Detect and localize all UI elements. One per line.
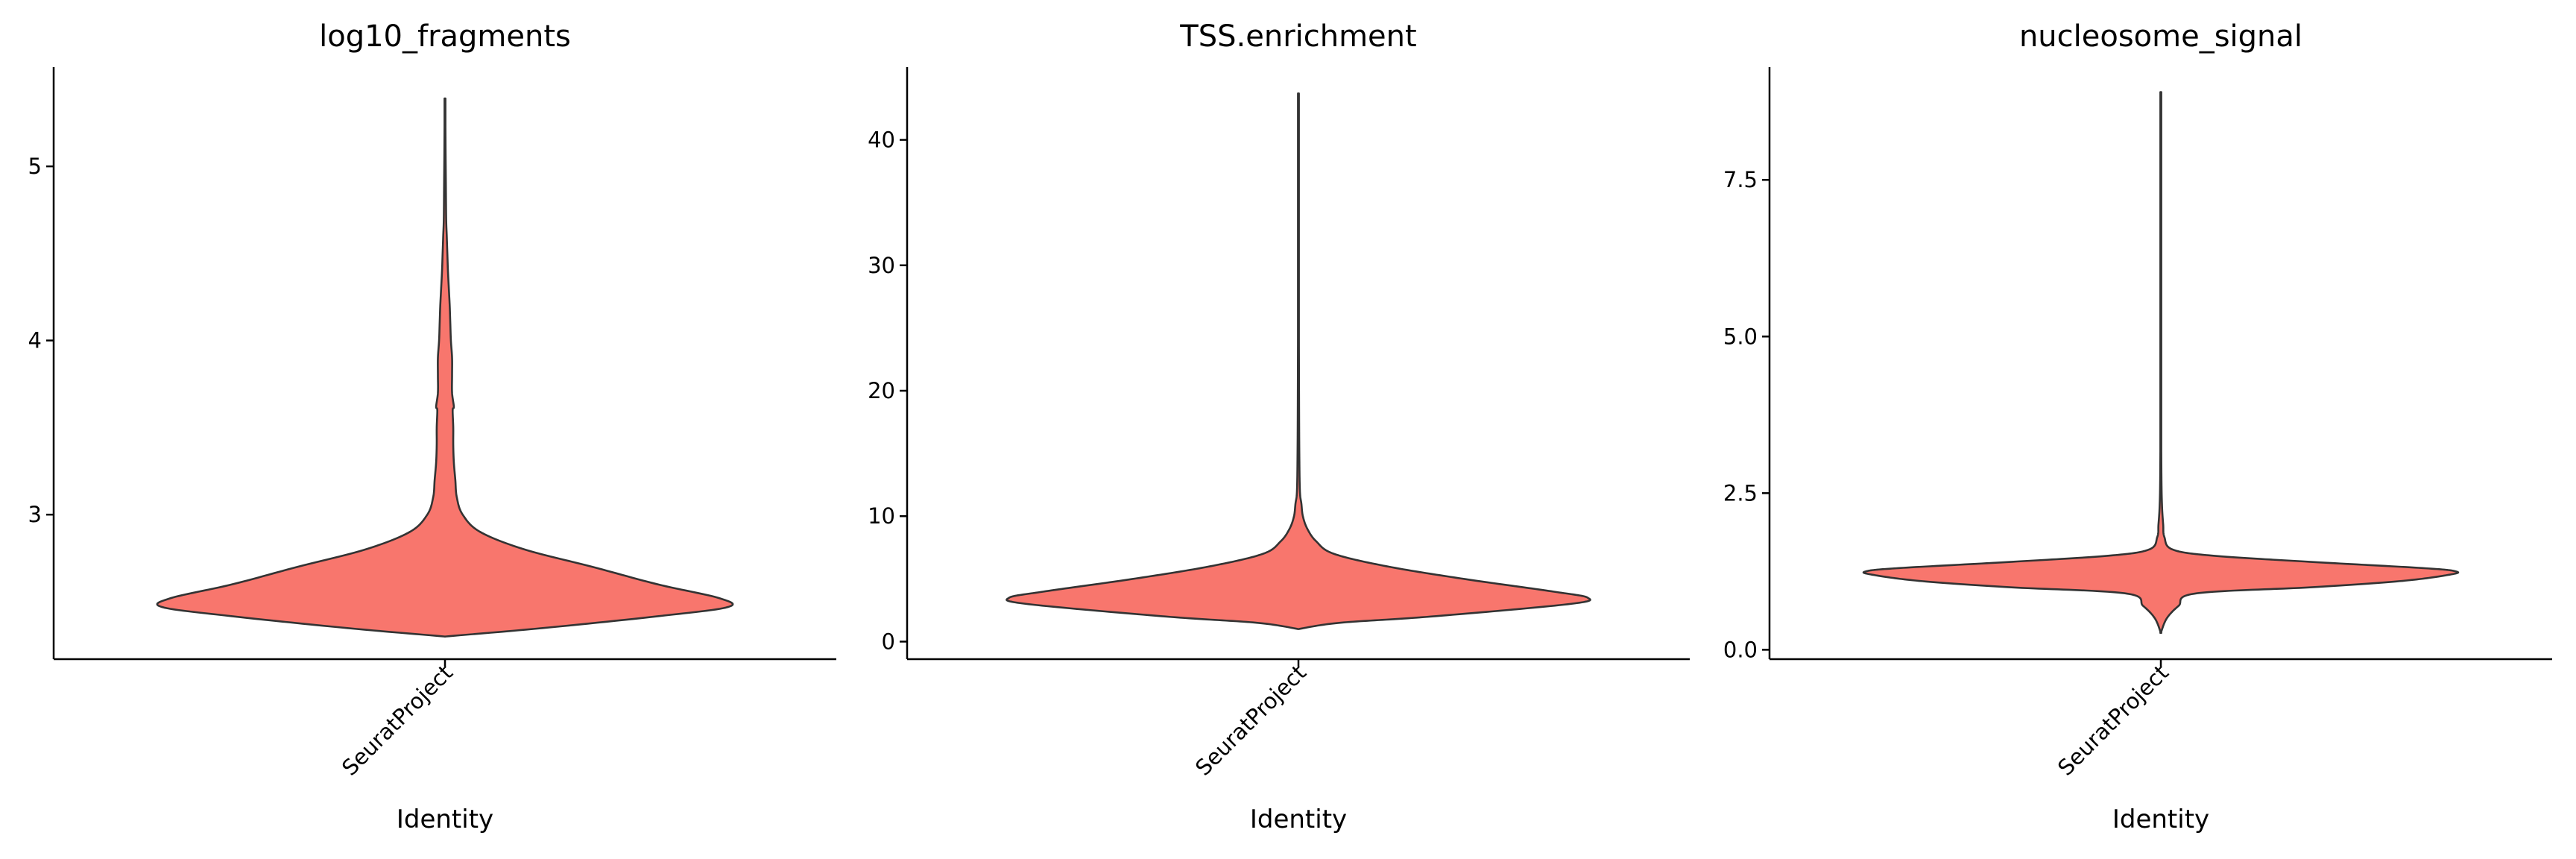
y-tick-label: 0 xyxy=(882,629,895,654)
x-tick-label: SeuratProject xyxy=(1190,660,1311,781)
y-tick-label: 5.0 xyxy=(1723,324,1758,349)
y-tick-label: 5 xyxy=(28,154,42,179)
x-tick-label: SeuratProject xyxy=(2053,660,2174,781)
panel-3: nucleosome_signal 0.0 2.5 5.0 7.5 SeuratProje… xyxy=(1723,19,2552,834)
x-axis-title: Identity xyxy=(397,805,493,834)
violin-SeuratProject xyxy=(156,97,734,638)
violin-SeuratProject xyxy=(1006,92,1591,630)
panel-title: TSS.enrichment xyxy=(1179,19,1416,54)
y-tick-label: 3 xyxy=(28,502,42,527)
y-tick-label: 2.5 xyxy=(1723,480,1758,506)
y-tick-label: 10 xyxy=(868,503,895,529)
x-axis-title: Identity xyxy=(2112,805,2209,834)
y-tick-label: 40 xyxy=(868,128,895,153)
y-tick-label: 30 xyxy=(868,253,895,278)
y-tick-label: 0.0 xyxy=(1723,637,1758,662)
y-tick-label: 4 xyxy=(28,328,42,353)
panel-2: TSS.enrichment 0 10 20 30 40 SeuratProject Iden… xyxy=(868,19,1690,834)
x-axis-title: Identity xyxy=(1250,805,1347,834)
violin-SeuratProject xyxy=(1862,91,2460,635)
panel-title: log10_fragments xyxy=(319,19,571,54)
y-tick-label: 20 xyxy=(868,378,895,403)
x-tick-label: SeuratProject xyxy=(337,660,458,781)
panel-title: nucleosome_signal xyxy=(2019,19,2302,54)
panel-1: log10_fragments 3 4 5 SeuratProject Identity xyxy=(28,19,836,834)
y-tick-label: 7.5 xyxy=(1723,167,1758,192)
